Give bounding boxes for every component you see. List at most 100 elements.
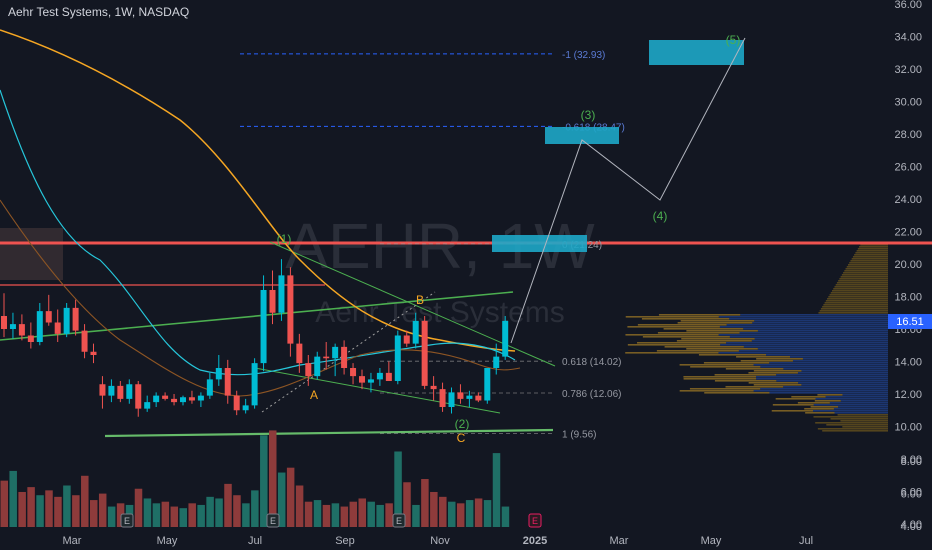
volume-bar: [269, 430, 277, 527]
earnings-badge-label: E: [270, 516, 276, 526]
price-axis[interactable]: 36.00 34.00 32.00 30.00 28.00 26.00 24.00 22.00…: [894, 0, 922, 533]
candle-body: [403, 335, 410, 344]
profile-bar: [726, 342, 888, 344]
earnings-badge[interactable]: [120, 513, 134, 528]
candle-body: [108, 385, 115, 396]
volume-tick: 8.00: [901, 456, 922, 468]
profile-bar: [843, 272, 888, 274]
profile-bar: [854, 254, 888, 256]
time-tick: Jul: [248, 535, 262, 547]
profile-bar-value: [680, 320, 755, 322]
candle-body: [439, 389, 446, 407]
volume-bar: [27, 487, 35, 527]
target-box-1: [492, 235, 587, 252]
profile-bar: [757, 330, 888, 332]
candle-body: [296, 343, 303, 364]
profile-bar: [827, 298, 888, 300]
time-axis[interactable]: Mar May Jul Sep Nov 2025 Mar May Jul: [63, 535, 814, 547]
dotted-line: [261, 291, 436, 413]
profile-bar-value: [797, 402, 830, 404]
profile-bar: [729, 318, 888, 320]
earnings-badge[interactable]: [528, 513, 542, 528]
volume-bar: [152, 503, 161, 527]
profile-bar: [839, 278, 888, 280]
profile-bar: [833, 408, 888, 410]
profile-bar: [819, 310, 888, 312]
volume-bar: [107, 506, 116, 527]
volume-bar: [421, 479, 429, 527]
profile-bar-value: [748, 372, 798, 374]
profile-bar: [817, 428, 888, 430]
candle-body: [448, 392, 455, 407]
time-tick: Jul: [799, 535, 813, 547]
profile-bar: [842, 426, 888, 428]
profile-bar: [813, 410, 888, 412]
profile-bar: [801, 384, 888, 386]
profile-bar-value: [817, 394, 843, 396]
volume-bar: [313, 500, 322, 527]
profile-bar-value: [658, 314, 741, 316]
price-tick: 10.00: [894, 422, 922, 434]
profile-bar: [828, 296, 888, 298]
profile-bar: [852, 256, 888, 258]
profile-bar-value: [686, 348, 758, 350]
profile-bar-value: [656, 350, 739, 352]
profile-bar: [815, 422, 888, 424]
earnings-badge[interactable]: [266, 513, 280, 528]
earnings-badge[interactable]: [392, 513, 406, 528]
time-tick: Nov: [430, 535, 450, 547]
profile-bar: [740, 314, 888, 316]
candle-body: [412, 320, 419, 344]
profile-bar-value: [627, 344, 721, 346]
candle-body: [421, 320, 428, 386]
profile-bar: [743, 328, 888, 330]
time-tick: 2025: [523, 535, 547, 547]
profile-bar-value: [814, 400, 841, 402]
volume-bar: [215, 498, 223, 527]
price-tick: 34.00: [894, 32, 922, 44]
volume-bar: [349, 501, 358, 527]
candle-body: [1, 316, 7, 329]
candle-body: [63, 307, 70, 334]
candle-body: [171, 398, 178, 403]
profile-bar-value: [804, 408, 834, 410]
wave-labels: (1) (2) (3) (4) (5) A B C: [277, 33, 741, 445]
price-tag-value: 16.51: [896, 316, 924, 328]
profile-bar: [830, 418, 888, 420]
profile-bar: [726, 324, 888, 326]
candle-body: [99, 384, 106, 396]
candle-body: [484, 368, 491, 401]
candle-body: [466, 395, 473, 399]
profile-bar: [754, 320, 888, 322]
candle-body: [233, 395, 240, 411]
profile-bar-value: [637, 342, 727, 344]
profile-bar: [729, 336, 888, 338]
candle-body: [206, 379, 213, 396]
volume-bar: [179, 508, 187, 527]
volume-bar: [295, 485, 304, 527]
symbol-title: Aehr Test Systems, 1W, NASDAQ: [8, 5, 190, 19]
profile-bar: [834, 412, 888, 414]
profile-bar: [802, 358, 888, 360]
profile-bar: [738, 350, 888, 352]
fib-label: 0.786 (12.06): [562, 389, 622, 400]
profile-bar-value: [625, 334, 719, 336]
profile-bar-value: [657, 332, 740, 334]
profile-bar: [718, 352, 888, 354]
profile-bar-value: [756, 358, 803, 360]
moving-average-orange: [0, 29, 516, 352]
wave-label: (5): [726, 33, 741, 47]
chart-header: Aehr Test Systems, 1W, NASDAQ: [8, 5, 189, 19]
profile-bar-value: [679, 390, 754, 392]
volume-bar: [63, 485, 71, 527]
volume-bar: [412, 504, 420, 527]
profile-bar: [838, 406, 888, 408]
time-tick: Mar: [63, 535, 82, 547]
volume-bar: [206, 496, 214, 527]
profile-bar: [718, 316, 888, 318]
earnings-badge-label: E: [396, 516, 402, 526]
profile-bar-value: [714, 374, 777, 376]
volume-bar: [331, 503, 340, 527]
